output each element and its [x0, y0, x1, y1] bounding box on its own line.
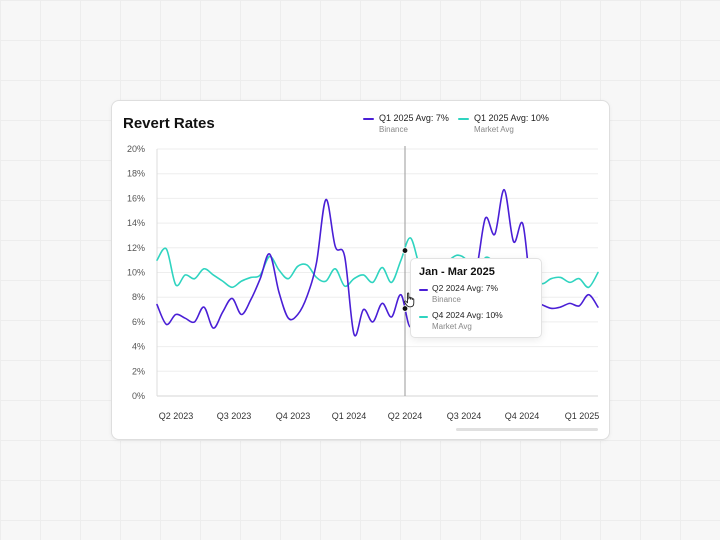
tooltip-market-avg-value: Q4 2024 Avg: 10%	[432, 310, 503, 320]
chart-title: Revert Rates	[123, 115, 215, 132]
x-tick-label: Q4 2023	[276, 411, 311, 421]
tooltip-swatch-binance	[419, 289, 428, 291]
x-axis: Q2 2023 Q3 2023 Q4 2023 Q1 2024 Q2 2024 Q3 20…	[159, 411, 600, 421]
hover-dot-binance	[401, 305, 409, 312]
y-tick-label: 2%	[132, 366, 145, 376]
y-tick-label: 0%	[132, 391, 145, 401]
y-tick-label: 8%	[132, 292, 145, 302]
x-tick-label: Q2 2024	[388, 411, 423, 421]
x-tick-label: Q3 2024	[447, 411, 482, 421]
series-line-binance	[156, 188, 599, 337]
tooltip-row-binance: Q2 2024 Avg: 7% Binance	[419, 283, 498, 305]
tooltip-binance-name: Binance	[432, 295, 461, 304]
chart-tooltip: Jan - Mar 2025 Q2 2024 Avg: 7% Binance Q…	[410, 258, 542, 338]
legend-binance-name: Binance	[379, 125, 408, 134]
chart-card: Revert Rates Q1 2025 Avg: 7% Binance Q1 …	[111, 100, 610, 440]
legend-binance-avg: Q1 2025 Avg: 7%	[379, 113, 449, 123]
y-tick-label: 12%	[127, 243, 145, 253]
x-tick-label: Q1 2025	[565, 411, 600, 421]
x-tick-label: Q1 2024	[332, 411, 367, 421]
y-tick-label: 14%	[127, 218, 145, 228]
tooltip-binance-avg: Q2 2024 Avg: 7%	[432, 283, 499, 293]
hover-dot-market-avg	[401, 247, 409, 254]
legend-market-avg-value: Q1 2025 Avg: 10%	[474, 113, 549, 123]
y-tick-label: 4%	[132, 342, 145, 352]
tooltip-title: Jan - Mar 2025	[419, 266, 495, 278]
legend-item-market-avg[interactable]: Q1 2025 Avg: 10% Market Avg	[458, 112, 549, 135]
legend-swatch-binance	[363, 118, 374, 120]
y-tick-label: 10%	[127, 268, 145, 278]
hand-pointer-icon	[404, 292, 415, 308]
hover-dots	[401, 247, 409, 312]
tooltip-swatch-market-avg	[419, 316, 428, 318]
legend-swatch-market-avg	[458, 118, 469, 120]
y-tick-label: 20%	[127, 144, 145, 154]
y-tick-label: 16%	[127, 193, 145, 203]
legend-market-avg-name: Market Avg	[474, 125, 514, 134]
x-tick-label: Q3 2023	[217, 411, 252, 421]
x-tick-label: Q2 2023	[159, 411, 194, 421]
x-tick-label: Q4 2024	[505, 411, 540, 421]
horizontal-scrollbar[interactable]	[456, 428, 598, 431]
tooltip-row-market-avg: Q4 2024 Avg: 10% Market Avg	[419, 310, 503, 332]
y-axis: 0% 2% 4% 6% 8% 10% 12% 14% 16% 18% 20%	[127, 144, 145, 401]
grid	[156, 148, 598, 397]
y-tick-label: 6%	[132, 317, 145, 327]
y-tick-label: 18%	[127, 169, 145, 179]
tooltip-market-avg-name: Market Avg	[432, 322, 472, 331]
legend-item-binance[interactable]: Q1 2025 Avg: 7% Binance	[363, 112, 449, 135]
line-chart[interactable]: 0% 2% 4% 6% 8% 10% 12% 14% 16% 18% 20% Q2 2023 Q3 2…	[112, 101, 609, 439]
